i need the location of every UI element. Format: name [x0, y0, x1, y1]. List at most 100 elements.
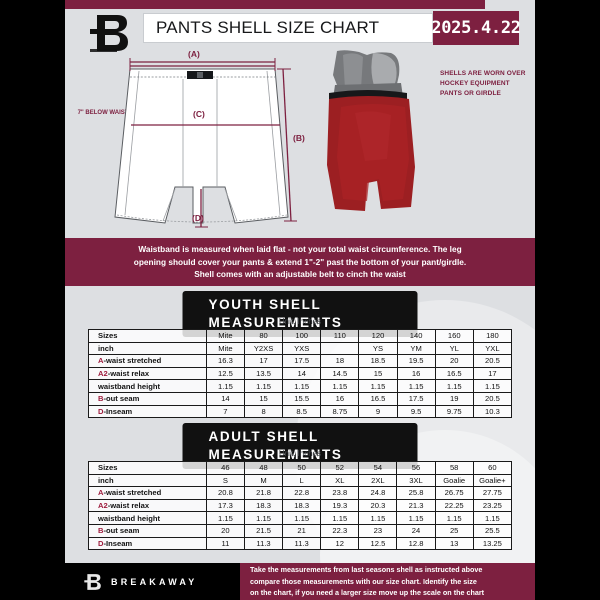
footer-line-1: Take the measurements from last seasons …	[250, 565, 483, 575]
table-cell: 1.15	[205, 511, 245, 525]
table-cell: 13	[434, 536, 474, 551]
photo-note: SHELLS ARE WORN OVER HOCKEY EQUIPMENT PA…	[440, 70, 526, 98]
illustration-area: 7" BELOW WAIST	[65, 47, 535, 235]
row-label-text: -Inseam	[103, 406, 133, 416]
sheet: PANTS SHELL SIZE CHART 2025.4.22 7" BELO…	[65, 0, 535, 600]
row-label: A-waist stretched	[88, 354, 207, 368]
table-cell: 46	[205, 461, 245, 475]
table-cell: 21.8	[243, 486, 284, 500]
table-row: A-waist stretched 20.8 21.8 22.8 23.8 24.8 25.…	[88, 486, 513, 500]
pants-technical-diagram	[114, 58, 297, 228]
table-cell: Goalie	[434, 473, 474, 488]
table-cell: 60	[472, 461, 513, 475]
row-label: waistband height	[88, 511, 207, 525]
row-label: A-waist stretched	[88, 486, 207, 500]
table-cell: 23	[358, 523, 398, 538]
table-cell: 50	[282, 461, 322, 475]
table-cell: 15	[243, 391, 284, 406]
table-cell: 1.15	[472, 379, 513, 393]
table-cell: 8.75	[320, 404, 360, 419]
table-row: inch S M L XL 2XL 3XL Goalie Goalie+	[88, 473, 513, 488]
youth-unit-label: Unit: Inches	[278, 317, 322, 326]
table-row: inch Mite Y2XS YXS YS YM YL YXL	[88, 341, 513, 356]
row-label-text: -out seam	[103, 526, 140, 536]
footer-line-3: on the chart, if you need a larger size …	[250, 588, 485, 598]
row-label: B-out seam	[88, 523, 207, 538]
table-cell: 19.5	[396, 354, 436, 368]
diagram-marker-d: (D)	[192, 213, 204, 223]
table-cell: 8	[243, 404, 284, 419]
table-cell: M	[243, 473, 284, 488]
table-cell: 48	[243, 461, 284, 475]
page-title-text: PANTS SHELL SIZE CHART	[156, 18, 380, 37]
row-label-prefix: A	[98, 356, 104, 366]
date-badge-text: 2025.4.22	[431, 18, 521, 38]
table-cell: Goalie+	[472, 473, 513, 488]
table-cell: YXL	[472, 341, 513, 356]
table-cell: 56	[396, 461, 436, 475]
table-cell: 21.5	[243, 523, 284, 538]
table-cell: 2XL	[358, 473, 398, 488]
table-cell: 24.8	[358, 486, 398, 500]
table-cell: 1.15	[320, 511, 360, 525]
row-label: D-Inseam	[88, 536, 207, 551]
table-cell: 1.15	[358, 379, 398, 393]
table-cell: S	[205, 473, 245, 488]
table-cell: 20	[205, 523, 245, 538]
measurement-instructions-band: Waistband is measured when laid flat - n…	[65, 238, 535, 286]
row-label-text: -waist relax	[107, 501, 150, 511]
row-label-text: -out seam	[103, 394, 140, 404]
table-cell: 12.5	[205, 366, 245, 381]
table-row: B-out seam 14 15 15.5 16 16.5 17.5 19 20.5	[88, 391, 513, 406]
band-line-3: Shell comes with an adjustable belt to c…	[194, 269, 406, 280]
row-label-prefix: B	[98, 394, 104, 404]
table-cell: 16.5	[434, 366, 474, 381]
table-cell: 1.15	[434, 511, 474, 525]
table-cell: 8.5	[282, 404, 322, 419]
table-cell: 18	[320, 354, 360, 368]
table-cell: 1.15	[282, 379, 322, 393]
below-waist-label: 7" BELOW WAIST	[77, 110, 129, 116]
table-cell: 9.75	[434, 404, 474, 419]
table-cell: 1.15	[243, 379, 284, 393]
table-cell: 14	[282, 366, 322, 381]
table-cell: 120	[358, 329, 398, 343]
table-cell: 1.15	[320, 379, 360, 393]
table-cell: 22.25	[434, 498, 474, 513]
table-cell: 10.3	[472, 404, 513, 419]
row-label: Sizes	[88, 461, 207, 475]
table-cell: 11	[205, 536, 245, 551]
table-row: Sizes 46 48 50 52 54 56 58 60	[88, 461, 513, 475]
adult-measurements-table: Sizes 46 48 50 52 54 56 58 60 inch S M L XL 2XL 3XL Goal…	[88, 461, 513, 551]
table-cell: 22.3	[320, 523, 360, 538]
table-row: waistband height 1.15 1.15 1.15 1.15 1.15 1.15…	[88, 379, 513, 393]
table-cell	[320, 341, 360, 356]
youth-measurements-table: Sizes Mite 80 100 110 120 140 160 180 inch Mite Y2X…	[88, 329, 513, 419]
diagram-marker-c: (C)	[193, 109, 205, 119]
table-cell: 9.5	[396, 404, 436, 419]
adult-unit-label: Unit: Inches	[278, 449, 322, 458]
table-cell: 7	[205, 404, 245, 419]
row-label-prefix: D	[98, 538, 104, 548]
row-label: Sizes	[88, 329, 207, 343]
table-cell: L	[282, 473, 322, 488]
table-cell: 80	[243, 329, 284, 343]
row-label-text: -waist stretched	[103, 488, 162, 498]
row-label-prefix: A2	[98, 501, 108, 511]
table-cell: 17	[243, 354, 284, 368]
diagram-marker-b: (B)	[293, 133, 305, 143]
footer-brand: BREAKAWAY	[65, 563, 240, 600]
table-cell: 17.5	[396, 391, 436, 406]
youth-section-title-text: YOUTH SHELL MEASUREMENTS	[208, 297, 343, 330]
table-row: A2-waist relax 17.3 18.3 18.3 19.3 20.3 21.3 22…	[88, 498, 513, 513]
table-cell: 26.75	[434, 486, 474, 500]
table-cell: 1.15	[358, 511, 398, 525]
row-label-text: -waist relax	[107, 369, 150, 379]
table-cell: 1.15	[205, 379, 245, 393]
table-cell: 1.15	[282, 511, 322, 525]
table-cell: 20.5	[472, 391, 513, 406]
table-cell: 25	[434, 523, 474, 538]
table-cell: 16.5	[358, 391, 398, 406]
table-cell: 100	[282, 329, 322, 343]
